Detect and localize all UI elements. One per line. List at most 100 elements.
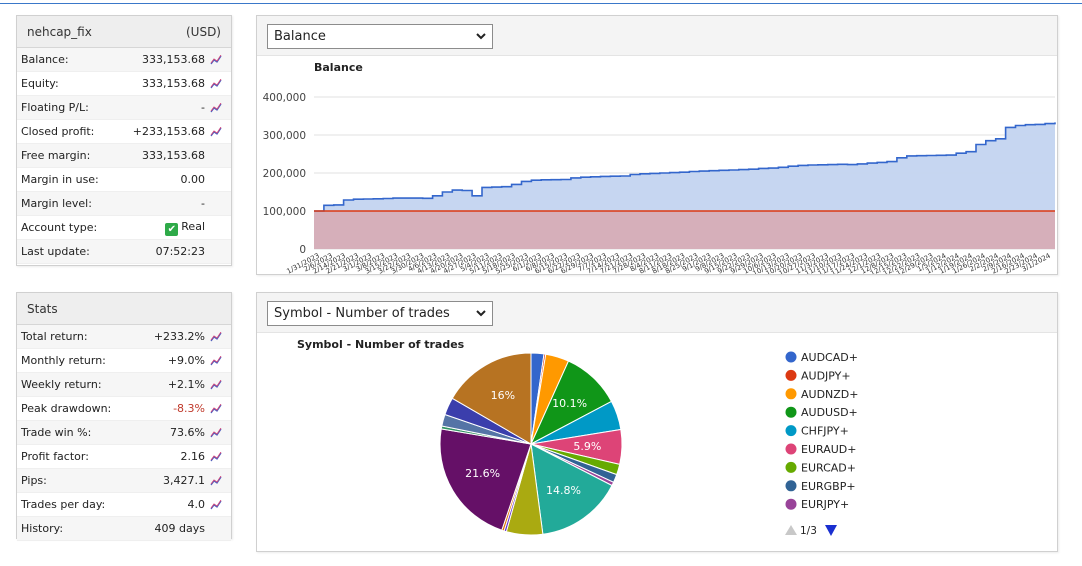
stats-row-value-text: 3,427.1 [163,474,205,487]
legend-marker [785,498,797,510]
account-row-label: Last update: [21,245,90,258]
legend-label[interactable]: EURGBP+ [801,480,856,493]
account-row-value: - [201,197,205,210]
row-icon-slot [205,427,227,438]
legend-label[interactable]: AUDNZD+ [801,388,859,401]
row-icon-slot [205,126,227,137]
chart-trend-icon[interactable] [210,427,222,438]
legend-label[interactable]: AUDUSD+ [801,406,858,419]
chart-trend-icon[interactable] [210,102,222,113]
deposit-area [314,211,1055,249]
chart-trend-icon[interactable] [210,78,222,89]
stats-row: History: 409 days [17,517,231,541]
account-row-value: - [201,101,205,114]
pie-slice-label: 5.9% [573,440,601,453]
legend-label[interactable]: EURJPY+ [801,498,849,511]
stats-row-value-text: 4.0 [187,498,206,511]
stats-row: Pips: 3,427.1 [17,469,231,493]
account-row: Floating P/L: - [17,96,231,120]
legend-label[interactable]: EURAUD+ [801,443,856,456]
chart-trend-icon[interactable] [210,451,222,462]
account-row: Equity: 333,153.68 [17,72,231,96]
chart-trend-icon[interactable] [210,355,222,366]
account-row-value: ✔ Real [165,220,205,236]
stats-row: Weekly return: +2.1% [17,373,231,397]
chart-trend-icon[interactable] [210,475,222,486]
legend-marker [785,388,797,400]
pie-slice[interactable] [451,352,532,445]
chart-trend-icon[interactable] [210,331,222,342]
pie-type-select-value: Symbol - Number of trades [274,306,450,321]
pie-type-select[interactable]: Symbol - Number of trades [267,301,493,326]
account-row-value-text: - [201,101,205,114]
stats-rows: Total return: +233.2% Monthly return: +9.0%… [17,325,231,541]
account-row: Margin level: - [17,192,231,216]
row-icon-slot [205,102,227,113]
account-row-value-text: 333,153.68 [142,77,205,90]
pie-chart-panel: Symbol - Number of trades Symbol - Numbe… [256,292,1058,552]
account-row: Free margin: 333,153.68 [17,144,231,168]
account-row: Balance: 333,153.68 [17,48,231,72]
account-row: Last update: 07:52:23 [17,240,231,264]
pie-slice[interactable] [530,443,613,535]
legend-label[interactable]: CHFJPY+ [801,425,849,438]
y-tick-label: 100,000 [263,206,306,218]
balance-chart-panel: Balance Balance 0 100,000 200,000 300,000 400… [256,15,1058,275]
stats-row-value: 4.0 [188,498,206,511]
legend-marker [785,480,797,492]
stats-row: Total return: +233.2% [17,325,231,349]
account-row-label: Balance: [21,53,69,66]
legend-label[interactable]: AUDCAD+ [801,351,858,364]
account-row-value: +233,153.68 [133,125,205,138]
stats-row-label: Weekly return: [21,378,102,391]
pie-slice[interactable] [439,428,532,531]
account-row-label: Equity: [21,77,59,90]
legend-label[interactable]: AUDJPY+ [801,369,851,382]
y-tick-label: 200,000 [263,168,306,180]
top-border [0,0,1082,4]
stats-row-value-text: 409 days [154,522,205,535]
stats-row: Monthly return: +9.0% [17,349,231,373]
stats-row-value-text: +9.0% [167,354,205,367]
chart-trend-icon[interactable] [210,499,222,510]
stats-row-value-text: +2.1% [167,378,205,391]
stats-row: Peak drawdown: -8.3% [17,397,231,421]
row-icon-slot [205,54,227,65]
balance-chart: Balance0100,000200,000300,000400,0001/31… [263,61,1056,274]
chart-trend-icon[interactable] [210,379,222,390]
chart-trend-icon[interactable] [210,126,222,137]
chart-trend-icon[interactable] [210,54,222,65]
stats-row-label: Monthly return: [21,354,106,367]
account-row-value-text: 333,153.68 [142,53,205,66]
chevron-down-icon [476,310,486,317]
account-row-value-text: 07:52:23 [155,245,205,258]
account-row-value-text: +233,153.68 [132,125,205,138]
stats-row-value: 2.16 [181,450,206,463]
chart-type-select[interactable]: Balance [267,24,493,49]
pie-slice-label: 10.1% [552,397,587,410]
stats-row-value: 409 days [155,522,205,535]
account-panel: nehcap_fix (USD) Balance: 333,153.68 Equit… [16,15,232,266]
account-row-value: 0.00 [181,173,206,186]
row-icon-slot [205,379,227,390]
stats-row-label: Peak drawdown: [21,402,112,415]
account-currency: (USD) [185,24,221,39]
chart-type-select-value: Balance [274,29,326,44]
pager-text: 1/3 [800,525,817,537]
pager-prev-icon[interactable] [785,525,797,535]
account-row: Closed profit: +233,153.68 [17,120,231,144]
legend-marker [785,351,797,363]
account-row: Account type: ✔ Real [17,216,231,240]
legend-label[interactable]: EURCAD+ [801,461,856,474]
stats-row-value: 73.6% [170,426,205,439]
legend-marker [785,443,797,455]
legend-marker [785,406,797,418]
account-row: Margin in use: 0.00 [17,168,231,192]
account-row-value: 333,153.68 [142,149,205,162]
account-rows: Balance: 333,153.68 Equity: 333,153.68 Float… [17,48,231,264]
chart-trend-icon[interactable] [210,403,222,414]
stats-row-value-text: 2.16 [180,450,206,463]
account-row-value: 07:52:23 [156,245,205,258]
account-row-label: Free margin: [21,149,91,162]
pager-next-icon[interactable] [825,525,837,536]
